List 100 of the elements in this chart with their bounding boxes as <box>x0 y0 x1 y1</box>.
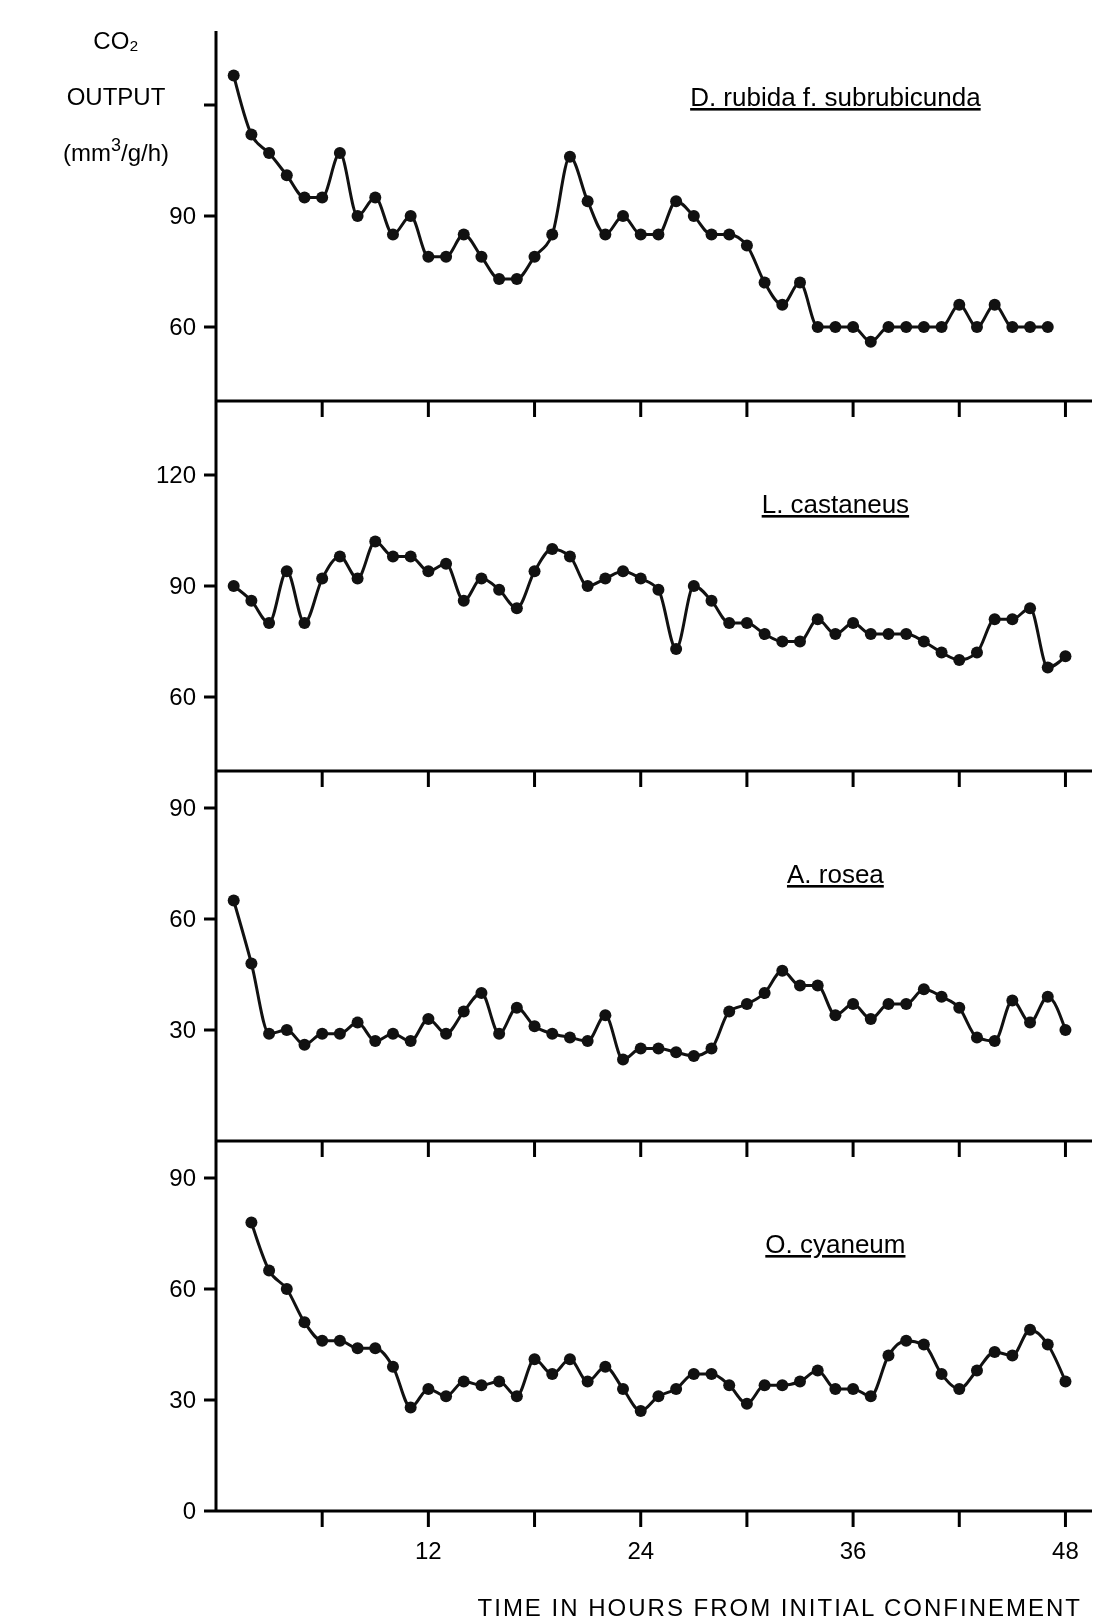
point <box>546 1027 559 1040</box>
point <box>705 228 718 241</box>
point <box>634 1405 647 1418</box>
point <box>1006 1349 1019 1362</box>
point <box>776 1379 789 1392</box>
point <box>333 1027 346 1040</box>
point <box>422 250 435 263</box>
point <box>493 1027 506 1040</box>
point <box>794 276 806 289</box>
point <box>422 1012 435 1025</box>
point <box>687 1049 700 1062</box>
point <box>546 1368 559 1381</box>
point <box>333 1334 346 1347</box>
point <box>280 1024 293 1036</box>
point <box>369 191 382 204</box>
point <box>740 998 753 1011</box>
point <box>634 1042 647 1055</box>
point <box>386 1360 399 1373</box>
point <box>953 654 966 666</box>
point <box>758 1379 771 1392</box>
point <box>457 1005 470 1018</box>
point <box>811 979 824 992</box>
point <box>351 572 364 585</box>
point <box>953 298 966 311</box>
point <box>404 210 417 222</box>
point <box>1059 1024 1072 1036</box>
point <box>563 1353 576 1366</box>
point <box>794 1375 806 1388</box>
point <box>280 565 293 578</box>
point <box>847 998 860 1011</box>
point <box>263 1027 276 1040</box>
point <box>1041 1338 1054 1351</box>
text: CO₂ OUTPUT (mm$^{3}$/g/h) <box>62 27 170 166</box>
point <box>263 617 276 629</box>
point <box>988 613 1001 626</box>
point <box>617 210 630 222</box>
point <box>829 321 842 333</box>
point <box>528 1353 541 1366</box>
point <box>864 1390 877 1403</box>
point <box>510 272 523 285</box>
point <box>581 580 594 592</box>
y-tick-label: 30 <box>169 1016 196 1044</box>
point <box>493 583 506 596</box>
x-axis-title: TIME IN HOURS FROM INITIAL CONFINEMENT <box>477 1594 1082 1616</box>
point <box>599 572 612 585</box>
point <box>404 550 417 563</box>
point <box>422 1382 435 1395</box>
point <box>617 1382 630 1395</box>
point <box>528 250 541 263</box>
point <box>723 617 736 629</box>
point <box>227 580 240 592</box>
point <box>510 1390 523 1403</box>
point <box>970 646 983 659</box>
point <box>740 239 753 252</box>
point <box>758 987 771 999</box>
x-tick-label: 48 <box>1052 1537 1079 1564</box>
point <box>280 1283 293 1295</box>
point <box>457 1375 470 1388</box>
point <box>705 594 718 607</box>
point <box>670 1046 683 1059</box>
point <box>900 628 913 641</box>
point <box>316 572 329 585</box>
point <box>245 957 258 970</box>
y-tick-label: 90 <box>169 1164 196 1192</box>
point <box>847 1382 860 1395</box>
point <box>953 1382 966 1395</box>
x-tick-label: 24 <box>627 1537 655 1564</box>
point <box>847 617 860 629</box>
point <box>563 1031 576 1044</box>
point <box>758 628 771 641</box>
x-tick-label: 36 <box>839 1537 867 1564</box>
point <box>1024 1323 1037 1336</box>
point <box>988 298 1001 311</box>
point <box>316 1334 329 1347</box>
point <box>440 250 453 263</box>
point <box>316 1027 329 1040</box>
point <box>882 1349 895 1362</box>
point <box>687 210 700 222</box>
point <box>1041 661 1054 674</box>
point <box>351 1342 364 1355</box>
point <box>970 1031 983 1044</box>
point <box>351 1016 364 1029</box>
y-tick-label: 30 <box>169 1386 196 1414</box>
point <box>422 565 435 578</box>
point <box>298 1316 311 1329</box>
point <box>599 228 612 241</box>
point <box>369 1342 382 1355</box>
point <box>510 602 523 615</box>
point <box>652 1042 665 1055</box>
point <box>457 228 470 241</box>
point <box>970 1364 983 1377</box>
point <box>227 894 240 907</box>
point <box>493 272 506 285</box>
point <box>386 1027 399 1040</box>
point <box>617 565 630 578</box>
point <box>829 628 842 641</box>
text: A. rosea <box>786 859 885 889</box>
point <box>811 613 824 626</box>
point <box>829 1382 842 1395</box>
point <box>369 1035 382 1048</box>
